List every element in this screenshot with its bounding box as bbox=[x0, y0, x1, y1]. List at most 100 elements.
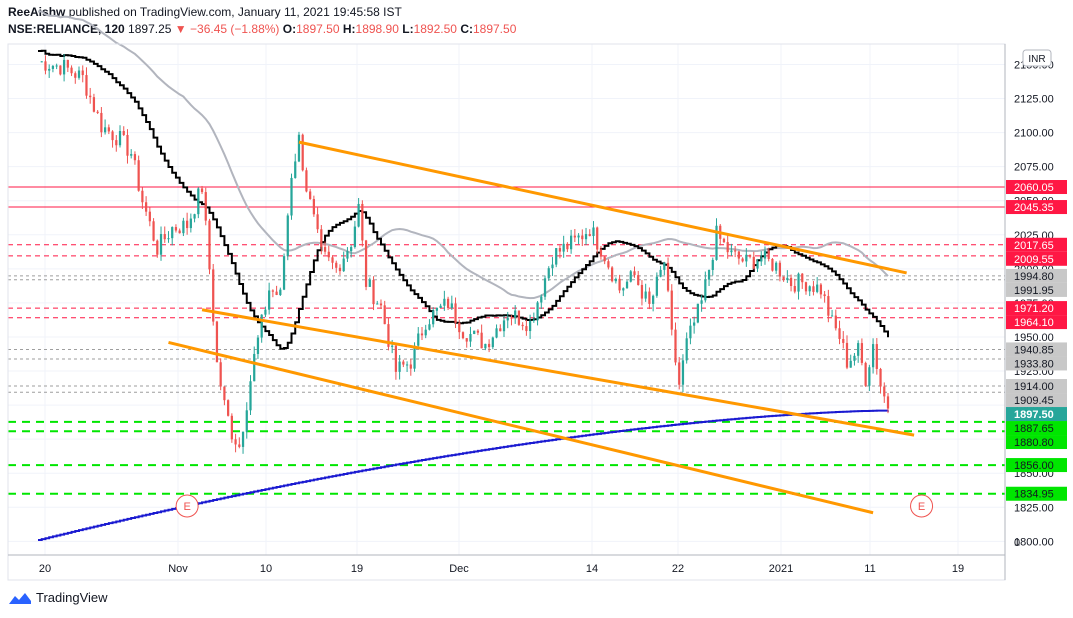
candle-body bbox=[499, 328, 502, 332]
earnings-event-icon[interactable]: E bbox=[910, 494, 934, 518]
candle bbox=[797, 272, 800, 300]
ohlc-line: NSE:RELIANCE, 120 1897.25 ▼ −36.45 (−1.8… bbox=[8, 21, 516, 38]
earnings-event-icon[interactable]: E bbox=[175, 494, 199, 518]
price-change: −36.45 (−1.88%) bbox=[190, 22, 280, 36]
price-label-bg bbox=[1006, 282, 1067, 297]
candle-body bbox=[711, 259, 714, 270]
candle-body bbox=[812, 286, 815, 292]
candle bbox=[592, 221, 595, 245]
candle-body bbox=[189, 218, 192, 229]
candle-body bbox=[301, 134, 304, 171]
high-label: H: bbox=[342, 22, 356, 36]
candle-body bbox=[122, 131, 125, 135]
candle bbox=[566, 242, 569, 253]
candle-body bbox=[659, 269, 662, 277]
price-label-bg bbox=[1006, 486, 1067, 501]
x-tick-label: Nov bbox=[168, 563, 188, 575]
high-value: 1898.90 bbox=[355, 22, 399, 36]
price-label-bg bbox=[1006, 301, 1067, 316]
upper-channel-top[interactable] bbox=[298, 140, 907, 275]
candle-body bbox=[808, 286, 811, 292]
candle-body bbox=[521, 324, 524, 327]
candle bbox=[875, 338, 878, 375]
x-tick-label: 14 bbox=[586, 563, 598, 575]
price-label-bg bbox=[1006, 237, 1067, 252]
candle bbox=[812, 281, 815, 296]
candle bbox=[599, 245, 603, 260]
candle bbox=[469, 326, 472, 347]
candle-body bbox=[305, 170, 308, 192]
candle bbox=[700, 295, 703, 312]
candle-body bbox=[144, 202, 148, 212]
candle bbox=[238, 437, 241, 449]
candle bbox=[786, 270, 789, 283]
candle bbox=[640, 280, 644, 306]
candlesticks bbox=[40, 53, 890, 454]
candle bbox=[782, 276, 785, 282]
candle-body bbox=[167, 238, 170, 240]
candle-body bbox=[424, 329, 427, 336]
candle-body bbox=[540, 296, 543, 303]
candle-body bbox=[640, 284, 644, 299]
candle-body bbox=[398, 361, 401, 372]
y-tick-label: 1825.00 bbox=[1014, 502, 1054, 514]
candle bbox=[208, 218, 211, 275]
candle-body bbox=[487, 343, 491, 348]
candle bbox=[409, 358, 412, 376]
candle bbox=[346, 247, 349, 263]
candle bbox=[726, 235, 729, 259]
candle bbox=[763, 246, 767, 265]
candle bbox=[271, 289, 274, 298]
price-label-bg bbox=[1006, 435, 1067, 450]
candle bbox=[163, 226, 166, 243]
candle-body bbox=[44, 61, 47, 71]
candle-body bbox=[51, 65, 55, 69]
candle-body bbox=[767, 250, 770, 259]
candle-body bbox=[368, 279, 371, 287]
candle-body bbox=[316, 214, 319, 230]
candle-body bbox=[323, 247, 327, 252]
candle bbox=[215, 320, 219, 363]
candle-body bbox=[402, 361, 405, 365]
candle-body bbox=[118, 131, 122, 146]
candle bbox=[182, 217, 185, 237]
candle-body bbox=[655, 276, 658, 296]
lower-channel-bottom[interactable] bbox=[168, 340, 874, 515]
candle bbox=[219, 358, 222, 391]
candle-body bbox=[126, 134, 129, 156]
lower-channel-top[interactable] bbox=[201, 308, 915, 437]
currency-badge[interactable] bbox=[1022, 49, 1052, 67]
candle-body bbox=[693, 322, 696, 326]
candle-body bbox=[525, 326, 528, 332]
candle bbox=[301, 133, 304, 172]
candle bbox=[864, 361, 867, 387]
candle bbox=[89, 87, 92, 104]
candle-body bbox=[748, 254, 752, 257]
candle-body bbox=[838, 328, 841, 339]
trendlines[interactable] bbox=[168, 140, 915, 515]
candle-body bbox=[111, 131, 114, 141]
candle bbox=[737, 250, 740, 265]
candle-body bbox=[883, 386, 886, 397]
candle-body bbox=[528, 320, 532, 332]
candle bbox=[659, 265, 662, 278]
price-label: 2017.65 bbox=[1014, 240, 1054, 252]
candle-body bbox=[253, 353, 256, 382]
candle bbox=[256, 335, 260, 359]
x-tick-label: 10 bbox=[260, 563, 272, 575]
candle-body bbox=[584, 234, 588, 240]
candle-body bbox=[186, 220, 189, 229]
candle-body bbox=[458, 322, 461, 333]
blue-moving-average bbox=[38, 409, 889, 542]
candle-body bbox=[208, 220, 211, 270]
brand-footer[interactable]: TradingView bbox=[8, 590, 108, 605]
price-label: 1897.50 bbox=[1014, 409, 1054, 421]
candle bbox=[234, 433, 237, 453]
tradingview-logo-icon bbox=[9, 592, 31, 604]
candle bbox=[853, 353, 856, 366]
candle bbox=[719, 224, 722, 246]
brand-name: TradingView bbox=[36, 590, 108, 605]
black-moving-average bbox=[38, 49, 889, 350]
